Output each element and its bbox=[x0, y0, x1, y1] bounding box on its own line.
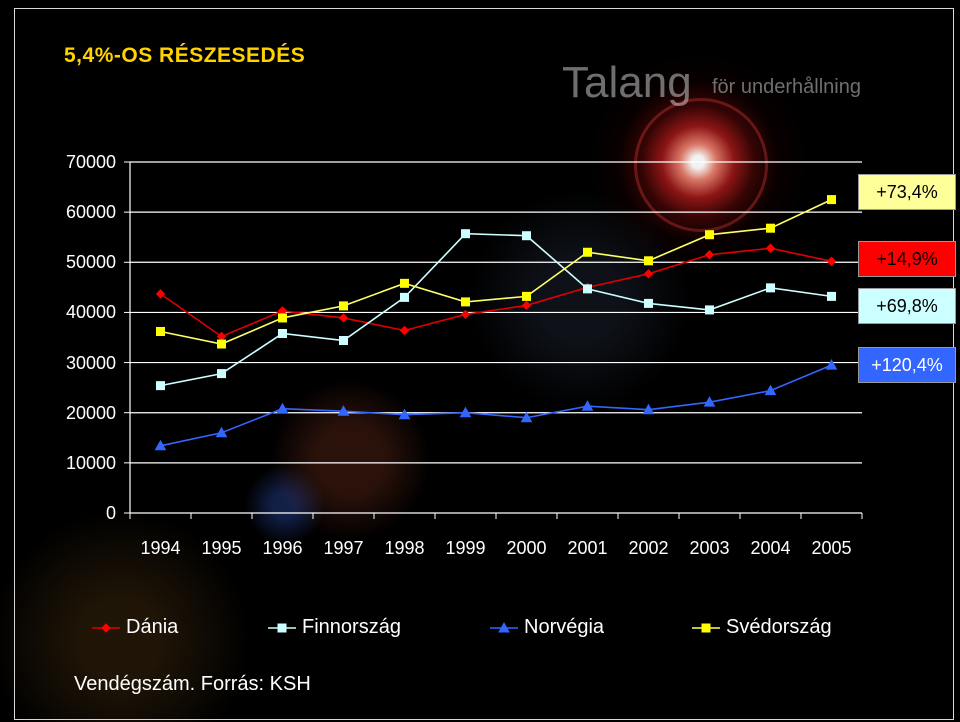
data-point-svedorszag bbox=[705, 230, 714, 240]
data-point-finnorszag bbox=[766, 283, 775, 293]
series-line-finnorszag bbox=[160, 232, 832, 387]
data-point-finnorszag bbox=[583, 284, 592, 294]
logo-ring-graphic bbox=[634, 98, 768, 232]
legend-label-finnorszag: Finnország bbox=[302, 616, 401, 638]
legend-marker-svedorszag bbox=[701, 623, 711, 633]
data-point-dania bbox=[704, 250, 715, 260]
data-point-svedorszag bbox=[522, 291, 531, 301]
x-tick-label: 1995 bbox=[201, 538, 242, 558]
logo-subtitle: för underhållning bbox=[712, 76, 861, 98]
x-tick-label: 2002 bbox=[628, 538, 669, 558]
data-point-norvegia bbox=[520, 411, 533, 423]
y-tick-label: 0 bbox=[105, 503, 116, 523]
series-finnorszag bbox=[156, 229, 836, 391]
legend-label-norvegia: Norvégia bbox=[524, 616, 605, 638]
legend-marker-finnorszag bbox=[277, 623, 287, 633]
chart-legend: Dánia Finnország Norvégia Svédország bbox=[90, 614, 890, 642]
data-point-norvegia bbox=[581, 400, 594, 411]
annotation-finnorszag-growth: +69,8% bbox=[858, 288, 956, 324]
data-point-norvegia bbox=[398, 408, 411, 420]
data-point-finnorszag bbox=[339, 336, 348, 346]
legend-swatch-dania bbox=[92, 623, 120, 633]
y-tick-label: 50000 bbox=[65, 252, 116, 273]
data-point-svedorszag bbox=[217, 339, 226, 349]
x-tick-label: 1998 bbox=[384, 538, 425, 558]
x-tick-label: 1996 bbox=[262, 538, 303, 558]
y-tick-label: 40000 bbox=[65, 302, 116, 323]
legend-swatch-svedorszag bbox=[692, 623, 720, 633]
y-tick-label: 30000 bbox=[65, 352, 116, 373]
data-point-norvegia bbox=[276, 402, 289, 414]
annotation-dania-growth: +14,9% bbox=[858, 241, 956, 277]
data-point-finnorszag bbox=[522, 231, 531, 241]
data-point-dania bbox=[338, 313, 349, 323]
data-point-norvegia bbox=[764, 384, 777, 396]
data-point-svedorszag bbox=[461, 297, 470, 307]
data-point-dania bbox=[643, 269, 654, 279]
legend-swatch-finnorszag bbox=[268, 623, 296, 633]
x-tick-label: 2003 bbox=[689, 538, 730, 558]
data-point-svedorszag bbox=[583, 247, 592, 257]
data-point-dania bbox=[826, 256, 837, 266]
data-point-dania bbox=[765, 243, 776, 253]
data-point-dania bbox=[155, 289, 166, 299]
source-footnote: Vendégszám. Forrás: KSH bbox=[74, 673, 311, 695]
data-point-norvegia bbox=[825, 359, 838, 370]
data-point-finnorszag bbox=[644, 298, 653, 308]
data-point-norvegia bbox=[215, 426, 228, 438]
x-tick-label: 2000 bbox=[506, 538, 547, 558]
y-tick-label: 10000 bbox=[65, 452, 116, 473]
data-point-finnorszag bbox=[461, 229, 470, 239]
data-point-finnorszag bbox=[827, 291, 836, 301]
legend-swatch-norvegia bbox=[490, 621, 518, 633]
data-point-norvegia bbox=[642, 403, 655, 415]
data-point-svedorszag bbox=[156, 326, 165, 336]
series-line-svedorszag bbox=[160, 198, 832, 345]
data-point-finnorszag bbox=[705, 305, 714, 315]
x-tick-label: 2004 bbox=[750, 538, 791, 558]
y-tick-label: 20000 bbox=[65, 402, 116, 423]
series-line-norvegia bbox=[160, 364, 832, 447]
data-point-finnorszag bbox=[156, 381, 165, 391]
series-norvegia bbox=[154, 359, 838, 451]
series-dania bbox=[155, 243, 837, 342]
y-tick-label: 60000 bbox=[65, 202, 116, 223]
slide-title: 5,4%-OS RÉSZESEDÉS bbox=[64, 44, 306, 67]
annotation-svedorszag-growth: +73,4% bbox=[858, 174, 956, 210]
legend-marker-norvegia bbox=[498, 621, 510, 633]
x-tick-label: 2001 bbox=[567, 538, 608, 558]
data-point-norvegia bbox=[703, 396, 716, 407]
logo-text: Talang bbox=[562, 58, 692, 107]
data-point-svedorszag bbox=[766, 223, 775, 233]
series-line-dania bbox=[160, 247, 832, 338]
legend-label-svedorszag: Svédország bbox=[726, 616, 832, 638]
legend-marker-dania bbox=[101, 623, 111, 633]
data-point-norvegia bbox=[337, 405, 350, 416]
x-tick-label: 2005 bbox=[811, 538, 852, 558]
data-point-svedorszag bbox=[400, 278, 409, 288]
x-tick-label: 1994 bbox=[140, 538, 181, 558]
data-point-finnorszag bbox=[400, 292, 409, 302]
data-point-dania bbox=[521, 300, 532, 311]
data-point-svedorszag bbox=[827, 195, 836, 205]
data-point-finnorszag bbox=[217, 369, 226, 379]
data-point-svedorszag bbox=[339, 301, 348, 311]
data-point-norvegia bbox=[459, 406, 472, 418]
data-point-dania bbox=[460, 309, 471, 320]
x-tick-label: 1997 bbox=[323, 538, 364, 558]
data-point-finnorszag bbox=[278, 328, 287, 338]
data-point-svedorszag bbox=[644, 256, 653, 266]
legend-label-dania: Dánia bbox=[126, 616, 179, 638]
series-svedorszag bbox=[156, 195, 836, 349]
y-tick-label: 70000 bbox=[65, 152, 116, 172]
x-tick-label: 1999 bbox=[445, 538, 486, 558]
data-point-norvegia bbox=[154, 439, 167, 451]
data-point-dania bbox=[399, 325, 410, 336]
annotation-norvegia-growth: +120,4% bbox=[858, 347, 956, 383]
data-point-svedorszag bbox=[278, 313, 287, 323]
